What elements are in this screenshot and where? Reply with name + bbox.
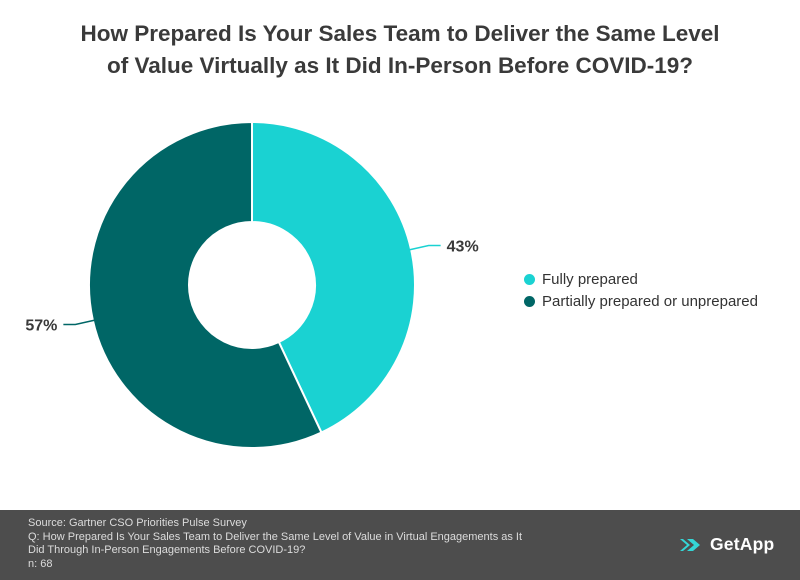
sample-size-note: n: 68: [28, 557, 53, 570]
donut-chart: 43% 57%: [25, 120, 479, 449]
legend-item-fully-prepared: Fully prepared: [524, 268, 758, 290]
getapp-chevrons-icon: [680, 538, 700, 551]
footer-notes: Source: Gartner CSO Priorities Pulse Sur…: [28, 517, 608, 571]
getapp-logo: GetApp: [679, 534, 774, 555]
chart-title-line-1: How Prepared Is Your Sales Team to Deliv…: [80, 21, 720, 46]
legend-swatch-fully-prepared: [524, 273, 535, 285]
question-note-line-1: Q: How Prepared Is Your Sales Team to De…: [28, 530, 523, 543]
legend: Fully prepared Partially prepared or unp…: [524, 268, 758, 312]
legend-swatch-partially-prepared: [524, 295, 535, 307]
question-note-line-2: Did Through In-Person Engagements Before…: [28, 544, 306, 556]
legend-label-partially-prepared: Partially prepared or unprepared: [542, 292, 758, 310]
chart-title-line-2: of Value Virtually as It Did In-Person B…: [107, 53, 693, 78]
footer: Source: Gartner CSO Priorities Pulse Sur…: [0, 510, 800, 580]
chart-title: How Prepared Is Your Sales Team to Deliv…: [20, 18, 780, 82]
data-label-fully-prepared: 43%: [447, 239, 479, 256]
donut-slice-fully-prepared: [251, 120, 416, 434]
legend-label-fully-prepared: Fully prepared: [542, 270, 638, 288]
legend-item-partially-prepared: Partially prepared or unprepared: [524, 290, 758, 312]
source-note: Source: Gartner CSO Priorities Pulse Sur…: [28, 517, 247, 529]
getapp-logo-text: GetApp: [710, 534, 775, 554]
donut-slice-partially-prepared: [88, 120, 323, 449]
data-label-partially-prepared: 57%: [25, 317, 57, 334]
leader-line-partially-prepared: [63, 319, 96, 326]
leader-line-fully-prepared: [408, 244, 441, 251]
